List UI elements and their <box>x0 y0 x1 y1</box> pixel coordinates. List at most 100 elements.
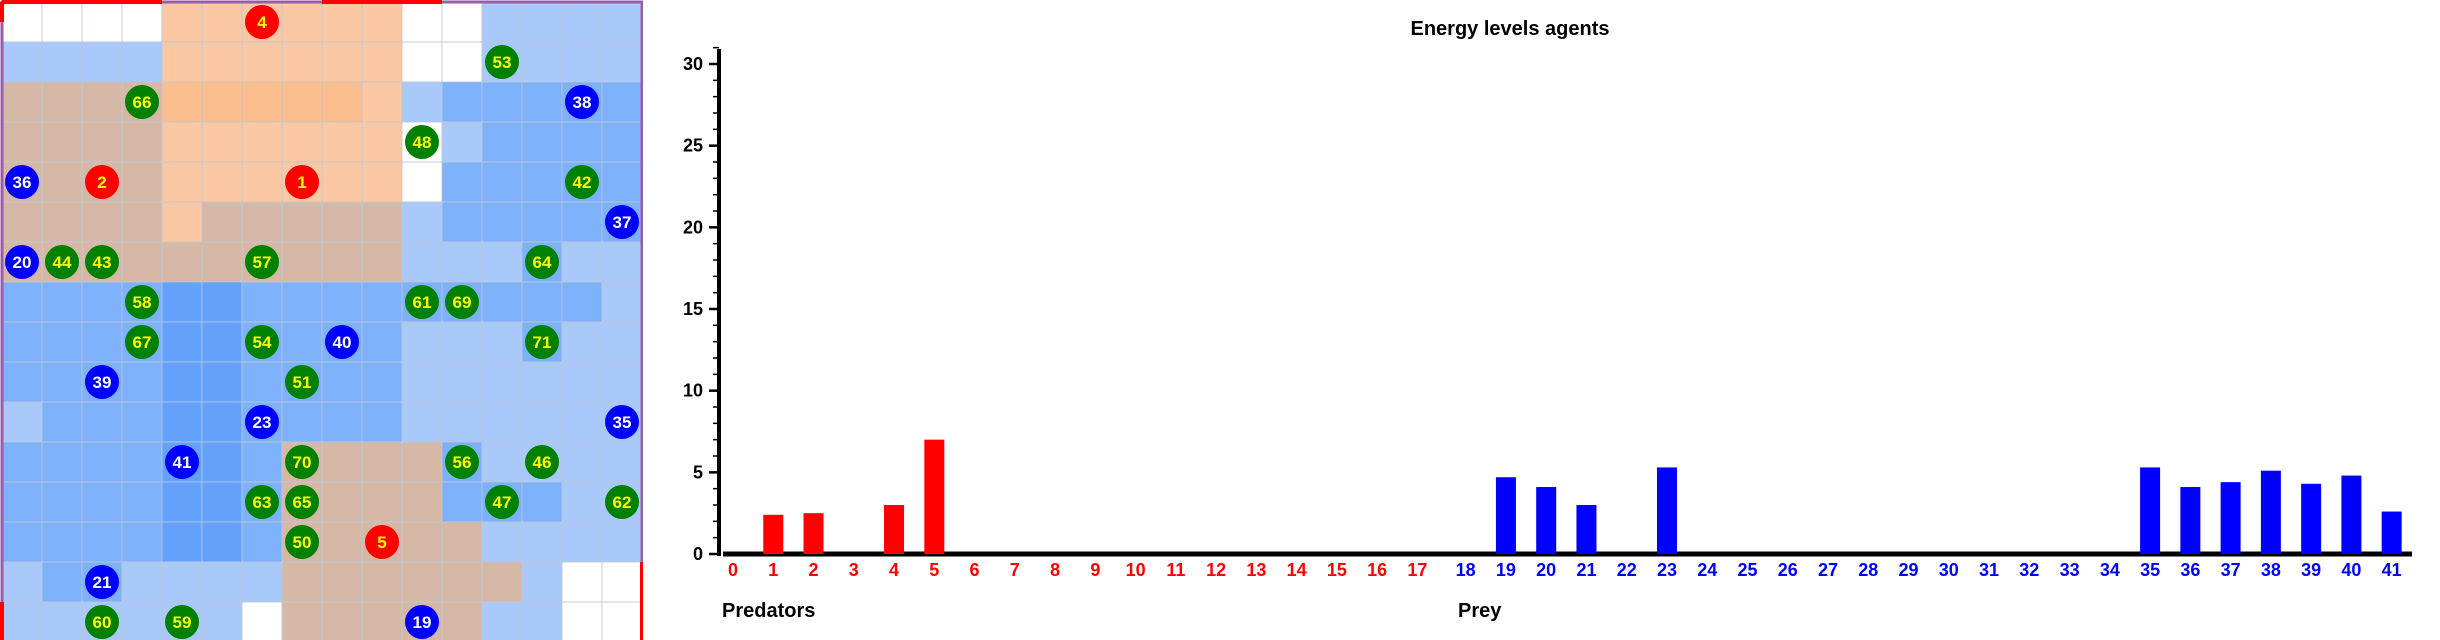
grid-cell <box>321 441 363 483</box>
plant-agent-44[interactable]: 44 <box>45 245 79 279</box>
grid-cell <box>481 441 523 483</box>
prey-agent-20[interactable]: 20 <box>5 245 39 279</box>
prey-agent-37[interactable]: 37 <box>605 205 639 239</box>
plant-agent-43[interactable]: 43 <box>85 245 119 279</box>
grid-cell <box>401 401 443 443</box>
agent-label: 59 <box>173 613 192 632</box>
plant-agent-60[interactable]: 60 <box>85 605 119 639</box>
grid-cell <box>161 401 203 443</box>
prey-energy-bar-37 <box>2220 482 2241 554</box>
prey-agent-19[interactable]: 19 <box>405 605 439 639</box>
plant-agent-54[interactable]: 54 <box>245 325 279 359</box>
grid-cell <box>241 41 283 83</box>
agent-label: 61 <box>413 293 432 312</box>
plant-agent-48[interactable]: 48 <box>405 125 439 159</box>
prey-agent-21[interactable]: 21 <box>85 565 119 599</box>
plant-agent-62[interactable]: 62 <box>605 485 639 519</box>
grid-cell <box>121 361 163 403</box>
x-tick-label: 16 <box>1367 560 1387 580</box>
predator-agent-2[interactable]: 2 <box>85 165 119 199</box>
grid-cell <box>201 601 243 640</box>
plant-agent-71[interactable]: 71 <box>525 325 559 359</box>
agent-label: 41 <box>173 453 192 472</box>
predator-agent-1[interactable]: 1 <box>285 165 319 199</box>
y-tick-label: 10 <box>683 381 703 401</box>
plant-agent-marker <box>45 245 79 279</box>
plant-agent-51[interactable]: 51 <box>285 365 319 399</box>
grid-cell <box>1 441 43 483</box>
grid-cell <box>321 1 363 43</box>
x-tick-label: 10 <box>1126 560 1146 580</box>
x-tick-label: 33 <box>2060 560 2080 580</box>
prey-agent-40[interactable]: 40 <box>325 325 359 359</box>
plant-agent-42[interactable]: 42 <box>565 165 599 199</box>
plant-agent-50[interactable]: 50 <box>285 525 319 559</box>
grid-cell <box>441 601 483 640</box>
plant-agent-marker <box>245 485 279 519</box>
prey-agent-39[interactable]: 39 <box>85 365 119 399</box>
grid-cell <box>121 481 163 523</box>
prey-agent-38[interactable]: 38 <box>565 85 599 119</box>
grid-cell <box>161 241 203 283</box>
agent-label: 38 <box>573 93 592 112</box>
plant-agent-marker <box>165 605 199 639</box>
grid-cell <box>361 281 403 323</box>
grid-cell <box>561 281 603 323</box>
plant-agent-marker <box>605 485 639 519</box>
grid-cell <box>561 321 603 363</box>
agent-label: 1 <box>297 173 306 192</box>
grid-cell <box>41 201 83 243</box>
grid-cell <box>601 601 643 640</box>
plant-agent-marker <box>485 485 519 519</box>
plant-agent-57[interactable]: 57 <box>245 245 279 279</box>
grid-cell <box>361 601 403 640</box>
predator-agent-4[interactable]: 4 <box>245 5 279 39</box>
grid-cell <box>321 401 363 443</box>
grid-cell <box>281 121 323 163</box>
grid-cell <box>161 81 203 123</box>
y-tick-label: 15 <box>683 299 703 319</box>
plant-agent-63[interactable]: 63 <box>245 485 279 519</box>
prey-agent-35[interactable]: 35 <box>605 405 639 439</box>
plant-agent-58[interactable]: 58 <box>125 285 159 319</box>
plant-agent-marker <box>405 125 439 159</box>
agent-label: 19 <box>413 613 432 632</box>
grid-cell <box>521 41 563 83</box>
predator-agent-marker <box>285 165 319 199</box>
grid-cell <box>521 361 563 403</box>
grid-cell <box>161 281 203 323</box>
grid-cell <box>281 561 323 603</box>
prey-agent-23[interactable]: 23 <box>245 405 279 439</box>
grid-cell <box>281 321 323 363</box>
prey-agent-41[interactable]: 41 <box>165 445 199 479</box>
plant-agent-46[interactable]: 46 <box>525 445 559 479</box>
plant-agent-64[interactable]: 64 <box>525 245 559 279</box>
predator-agent-5[interactable]: 5 <box>365 525 399 559</box>
plant-agent-69[interactable]: 69 <box>445 285 479 319</box>
plant-agent-65[interactable]: 65 <box>285 485 319 519</box>
prey-agent-36[interactable]: 36 <box>5 165 39 199</box>
agent-label: 46 <box>533 453 552 472</box>
grid-cell <box>481 601 523 640</box>
grid-cell <box>241 601 283 640</box>
agent-label: 36 <box>13 173 32 192</box>
plant-agent-53[interactable]: 53 <box>485 45 519 79</box>
prey-agent-marker <box>85 565 119 599</box>
x-tick-label: 2 <box>809 560 819 580</box>
grid-cell <box>201 1 243 43</box>
plant-agent-66[interactable]: 66 <box>125 85 159 119</box>
x-tick-label: 34 <box>2100 560 2120 580</box>
plant-agent-56[interactable]: 56 <box>445 445 479 479</box>
plant-agent-67[interactable]: 67 <box>125 325 159 359</box>
agent-label: 70 <box>293 453 312 472</box>
plant-agent-59[interactable]: 59 <box>165 605 199 639</box>
grid-cell <box>281 81 323 123</box>
plant-agent-70[interactable]: 70 <box>285 445 319 479</box>
grid-cell <box>441 81 483 123</box>
agent-label: 39 <box>93 373 112 392</box>
grid-cell <box>241 121 283 163</box>
plant-agent-marker <box>285 485 319 519</box>
plant-agent-61[interactable]: 61 <box>405 285 439 319</box>
plant-agent-47[interactable]: 47 <box>485 485 519 519</box>
y-tick-label: 20 <box>683 217 703 237</box>
